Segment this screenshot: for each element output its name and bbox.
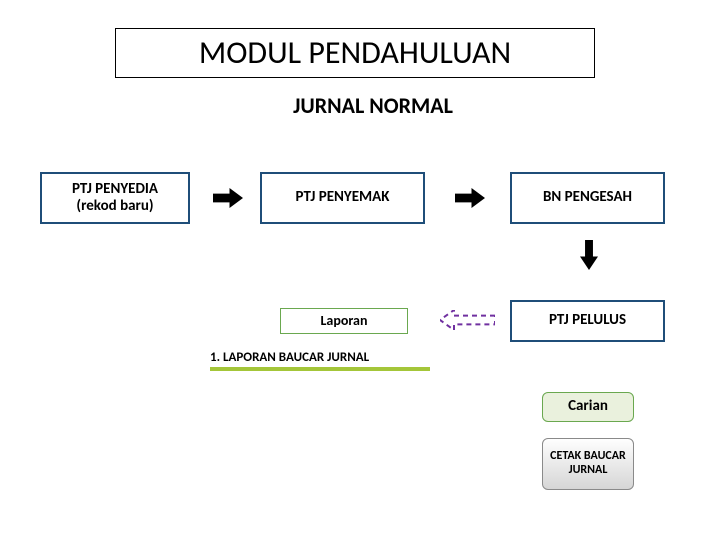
title-text: MODUL PENDAHULUAN xyxy=(199,35,511,72)
subtitle-text: JURNAL NORMAL xyxy=(293,93,453,118)
node-bn-pengesah: BN PENGESAH xyxy=(510,172,665,224)
node-ptj-penyemak-text: PTJ PENYEMAK xyxy=(296,189,390,206)
title-box: MODUL PENDAHULUAN xyxy=(115,28,595,78)
node-cetak-text: CETAK BAUCAR JURNAL xyxy=(547,450,629,478)
arrow-penyedia-to-penyemak xyxy=(213,188,243,208)
laporan-baucar-underline xyxy=(210,367,430,371)
node-laporan-text: Laporan xyxy=(321,313,368,329)
node-ptj-penyedia: PTJ PENYEDIA (rekod baru) xyxy=(40,172,190,224)
node-laporan: Laporan xyxy=(280,308,408,334)
node-carian-text: Carian xyxy=(568,398,608,415)
node-cetak-baucar-jurnal: CETAK BAUCAR JURNAL xyxy=(542,438,634,490)
node-laporan-baucar: 1. LAPORAN BAUCAR JURNAL xyxy=(210,350,430,372)
node-ptj-penyemak: PTJ PENYEMAK xyxy=(260,172,425,224)
node-carian: Carian xyxy=(542,392,634,422)
node-laporan-baucar-text: 1. LAPORAN BAUCAR JURNAL xyxy=(210,350,369,365)
node-ptj-pelulus: PTJ PELULUS xyxy=(510,300,665,342)
node-bn-pengesah-text: BN PENGESAH xyxy=(543,189,632,206)
subtitle: JURNAL NORMAL xyxy=(268,92,478,120)
arrow-pelulus-to-laporan-dashed xyxy=(440,310,495,330)
arrow-pengesah-to-pelulus xyxy=(580,240,598,270)
node-ptj-penyedia-line1: PTJ PENYEDIA xyxy=(72,181,158,198)
arrow-penyemak-to-pengesah xyxy=(455,188,485,208)
node-ptj-pelulus-text: PTJ PELULUS xyxy=(549,312,626,329)
node-ptj-penyedia-line2: (rekod baru) xyxy=(72,198,158,215)
